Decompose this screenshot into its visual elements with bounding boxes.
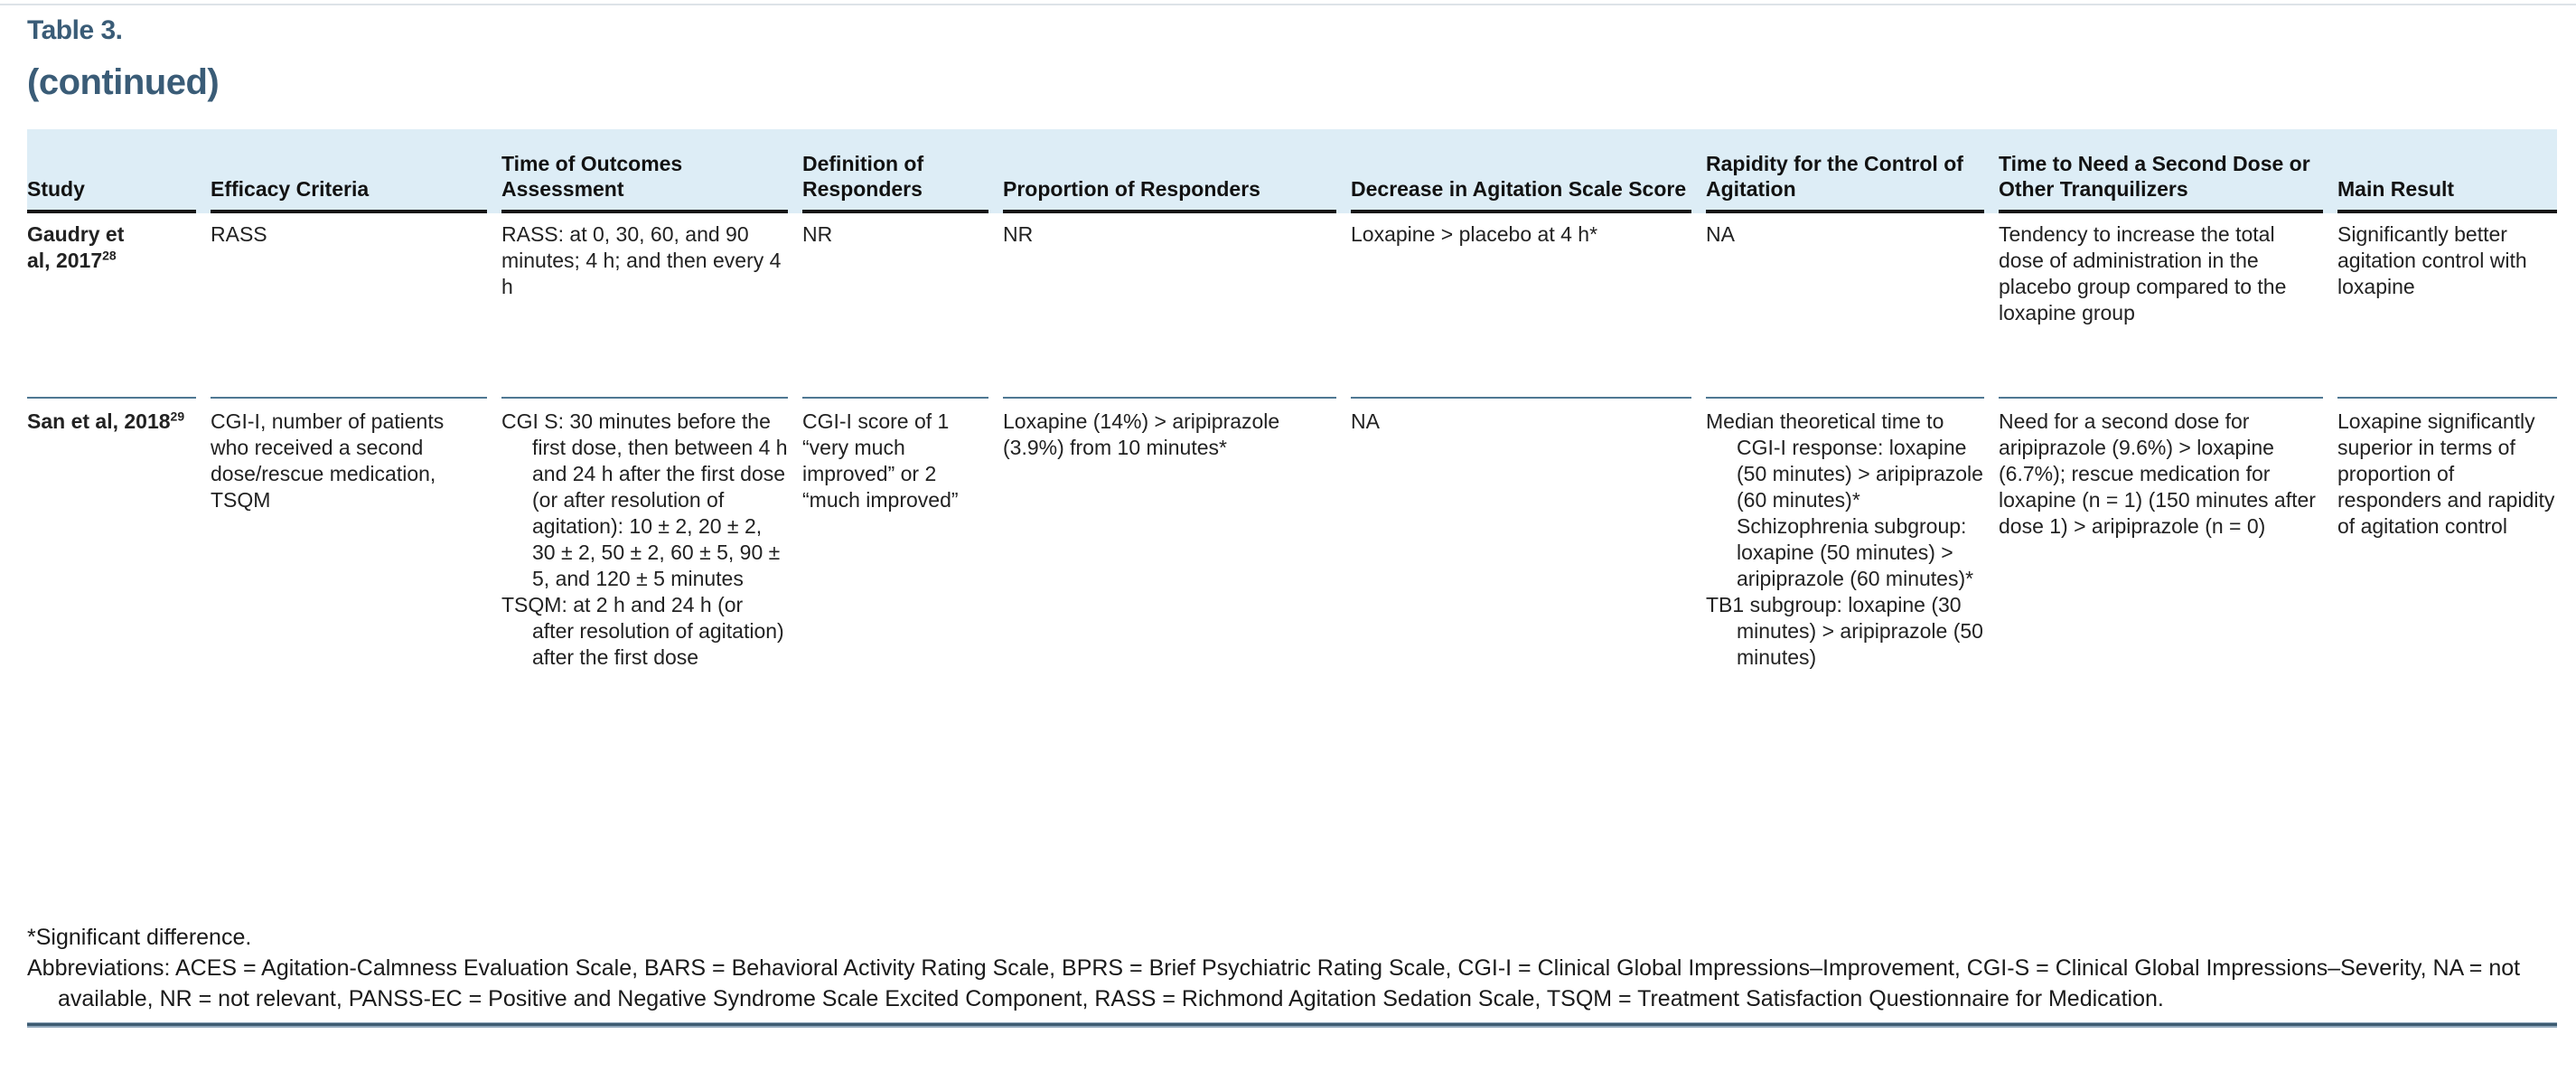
- cell-efficacy-criteria: RASS: [211, 213, 487, 397]
- cell-text: NR: [1003, 222, 1034, 246]
- cell-text: NA: [1706, 222, 1735, 246]
- results-table: Study Efficacy Criteria Time of Outcomes…: [13, 129, 2571, 910]
- cell-text: Schizophrenia subgroup: loxapine (50 min…: [1737, 514, 1974, 590]
- study-reference-superscript: 28: [102, 248, 117, 263]
- cell-time-to-second-dose: Tendency to increase the total dose of a…: [1999, 213, 2323, 397]
- cell-definition-of-responders: NR: [802, 213, 988, 397]
- footnote-significance: *Significant difference.: [27, 925, 252, 950]
- column-header-time-to-need-second-dose: Time to Need a Second Dose or Other Tran…: [1999, 129, 2323, 213]
- top-divider-line: [0, 4, 2576, 5]
- cell-decrease-in-agitation-score: NA: [1351, 397, 1691, 910]
- study-row-gaudry-2017: Gaudry et al, 201728 RASS RASS: at 0, 30…: [27, 213, 2557, 397]
- column-header-decrease-in-agitation-scale-score: Decrease in Agitation Scale Score: [1351, 129, 1691, 213]
- cell-main-result: Loxapine significantly superior in terms…: [2337, 397, 2557, 910]
- cell-text: Need for a second dose for aripiprazole …: [1999, 409, 2316, 538]
- cell-text: Tendency to increase the total dose of a…: [1999, 222, 2287, 324]
- cell-text: TSQM: at 2 h and 24 h (or after resoluti…: [501, 593, 784, 669]
- column-header-study: Study: [27, 129, 196, 213]
- table-title: Table 3.: [27, 15, 123, 45]
- column-header-main-result: Main Result: [2337, 129, 2557, 213]
- cell-text: NR: [802, 222, 833, 246]
- study-name: Gaudry et al, 2017: [27, 222, 125, 272]
- cell-time-of-outcomes: RASS: at 0, 30, 60, and 90 minutes; 4 h;…: [501, 213, 788, 397]
- cell-text: TB1 subgroup: loxapine (30 minutes) > ar…: [1706, 593, 1983, 669]
- cell-proportion-of-responders: NR: [1003, 213, 1336, 397]
- cell-efficacy-criteria: CGI-I, number of patients who received a…: [211, 397, 487, 910]
- study-label: San et al, 201829: [27, 409, 196, 435]
- cell-study: San et al, 201829: [27, 397, 196, 910]
- table-bottom-rule: [27, 1022, 2557, 1028]
- study-reference-superscript: 29: [170, 409, 185, 424]
- cell-text: RASS: at 0, 30, 60, and 90 minutes; 4 h;…: [501, 222, 782, 298]
- study-row-san-2018: San et al, 201829 CGI-I, number of patie…: [27, 397, 2557, 910]
- study-name: San et al, 2018: [27, 409, 171, 433]
- cell-text: Median theoretical time to CGI-I respons…: [1706, 409, 1983, 512]
- column-header-rapidity-for-control-of-agitation: Rapidity for the Control of Agitation: [1706, 129, 1984, 213]
- footnote-abbreviations: Abbreviations: ACES = Agitation-Calmness…: [27, 955, 2521, 1011]
- cell-study: Gaudry et al, 201728: [27, 213, 196, 397]
- header-band: [27, 129, 2557, 213]
- cell-text: RASS: [211, 222, 267, 246]
- cell-main-result: Significantly better agitation control w…: [2337, 213, 2557, 397]
- cell-time-of-outcomes: CGI S: 30 minutes before the first dose,…: [501, 397, 788, 910]
- cell-decrease-in-agitation-score: Loxapine > placebo at 4 h*: [1351, 213, 1691, 397]
- cell-time-to-second-dose: Need for a second dose for aripiprazole …: [1999, 397, 2323, 910]
- cell-text: CGI S: 30 minutes before the first dose,…: [501, 409, 788, 590]
- table-footnotes: *Significant difference. Abbreviations: …: [27, 923, 2557, 1014]
- cell-proportion-of-responders: Loxapine (14%) > aripiprazole (3.9%) fro…: [1003, 397, 1336, 910]
- study-label: Gaudry et al, 201728: [27, 221, 196, 274]
- column-header-efficacy-criteria: Efficacy Criteria: [211, 129, 487, 213]
- cell-text: Loxapine > placebo at 4 h*: [1351, 222, 1598, 246]
- table-continued-label: (continued): [27, 62, 220, 102]
- column-header-time-of-outcomes-assessment: Time of Outcomes Assessment: [501, 129, 788, 213]
- header-row: Study Efficacy Criteria Time of Outcomes…: [27, 129, 2557, 213]
- cell-text: CGI-I score of 1 “very much improved” or…: [802, 409, 959, 512]
- cell-text: NA: [1351, 409, 1380, 433]
- cell-rapidity-of-control: NA: [1706, 213, 1984, 397]
- column-header-proportion-of-responders: Proportion of Responders: [1003, 129, 1336, 213]
- column-header-definition-of-responders: Definition of Responders: [802, 129, 988, 213]
- cell-rapidity-of-control: Median theoretical time to CGI-I respons…: [1706, 397, 1984, 910]
- cell-definition-of-responders: CGI-I score of 1 “very much improved” or…: [802, 397, 988, 910]
- cell-text: Significantly better agitation control w…: [2337, 222, 2527, 298]
- cell-text: Loxapine significantly superior in terms…: [2337, 409, 2555, 538]
- cell-text: Loxapine (14%) > aripiprazole (3.9%) fro…: [1003, 409, 1280, 459]
- results-table-wrap: Study Efficacy Criteria Time of Outcomes…: [13, 129, 2571, 910]
- cell-text: CGI-I, number of patients who received a…: [211, 409, 445, 512]
